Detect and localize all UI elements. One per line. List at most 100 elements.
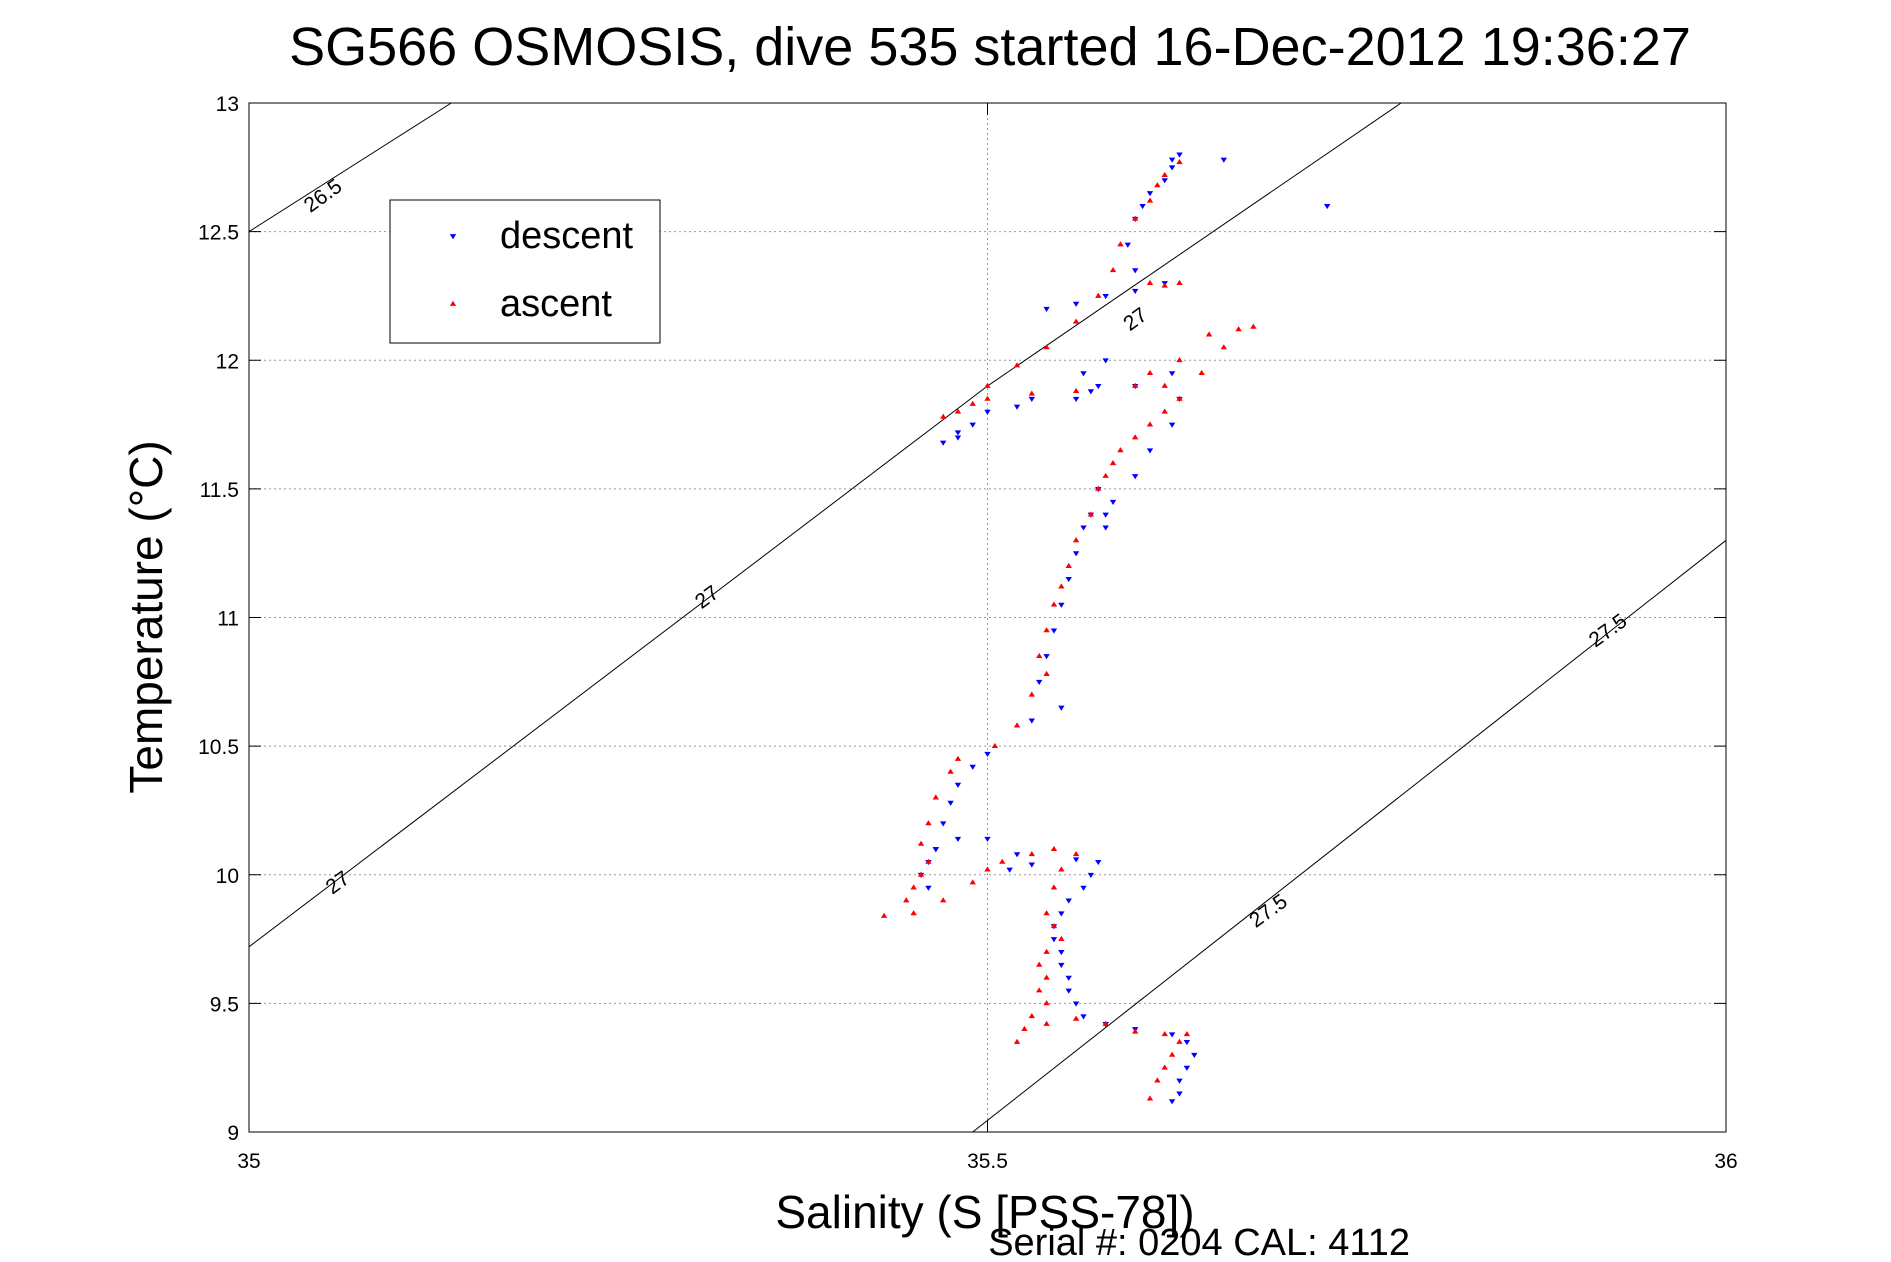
ascent-point — [1028, 390, 1036, 396]
ascent-point — [1132, 1028, 1139, 1034]
y-tick-label: 10.5 — [198, 736, 239, 759]
descent-point — [1058, 705, 1065, 711]
ascent-point — [999, 858, 1006, 864]
descent-point — [1035, 679, 1043, 686]
y-tick-label: 13 — [216, 93, 239, 116]
ascent-point — [1072, 850, 1080, 857]
legend-box — [389, 199, 661, 344]
ascent-point — [1132, 382, 1139, 388]
descent-point — [1072, 857, 1080, 863]
descent-point — [1168, 157, 1176, 163]
y-tick-label: 9.5 — [210, 993, 239, 1016]
ascent-point — [1154, 1077, 1161, 1083]
descent-point — [1028, 718, 1036, 724]
ascent-point — [910, 910, 917, 916]
descent-point — [1072, 396, 1080, 403]
descent-point — [1043, 306, 1050, 312]
ascent-point — [1050, 884, 1058, 890]
ascent-point — [1058, 583, 1065, 589]
descent-point — [1324, 203, 1331, 210]
ascent-point — [1117, 241, 1124, 247]
ascent-point — [1176, 158, 1183, 165]
y-axis-label: Temperature (°C) — [120, 440, 172, 793]
descent-point — [1220, 157, 1228, 163]
descent-point — [1050, 937, 1058, 943]
ascent-point — [1176, 357, 1183, 363]
descent-point — [1176, 152, 1183, 158]
x-tick-label: 35.5 — [967, 1150, 1008, 1173]
ascent-point — [1072, 318, 1080, 324]
ascent-point — [1028, 1013, 1036, 1019]
descent-point — [1080, 525, 1087, 531]
ascent-point — [1043, 627, 1050, 633]
descent-point — [969, 764, 976, 770]
ascent-point — [984, 395, 991, 401]
descent-point — [1028, 396, 1036, 403]
descent-point — [1080, 1014, 1087, 1020]
ascent-point — [1161, 1064, 1168, 1070]
y-tick-label: 12 — [216, 350, 239, 373]
ascent-point — [1035, 987, 1043, 993]
descent-point — [1095, 859, 1102, 866]
ascent-point — [1028, 850, 1036, 857]
ascent-point — [1176, 395, 1183, 401]
ascent-point — [1072, 1015, 1080, 1021]
ascent-point — [969, 400, 976, 406]
descent-point — [925, 885, 932, 891]
ascent-point — [1161, 171, 1168, 177]
ascent-point — [1154, 182, 1161, 188]
descent-point — [1176, 1091, 1183, 1097]
descent-point — [1013, 852, 1021, 858]
ascent-legend-marker — [449, 300, 457, 306]
ascent-point — [1043, 1000, 1050, 1006]
descent-point — [1102, 294, 1109, 300]
descent-point — [1087, 872, 1095, 878]
descent-point — [1102, 512, 1109, 518]
descent-point — [1065, 576, 1072, 583]
ascent-point — [1132, 434, 1139, 440]
descent-point — [1132, 268, 1139, 274]
ascent-point — [1043, 910, 1050, 916]
axis-ticks: 35 35.5 36 9 9.5 10 10.5 11 11.5 12 12.5 13 — [198, 93, 1738, 1173]
descent-point — [1161, 178, 1168, 184]
ascent-point — [1168, 1051, 1176, 1057]
ascent-point — [1146, 279, 1154, 285]
ascent-point — [1102, 472, 1109, 478]
descent-point — [1028, 862, 1036, 868]
ascent-point — [1035, 652, 1043, 659]
serial-cal-label: Serial #: 0204 CAL: 4112 — [988, 1222, 1410, 1262]
descent-point — [1132, 288, 1139, 294]
descent-point — [1065, 975, 1072, 981]
ascent-point — [969, 879, 976, 885]
ascent-point — [939, 413, 947, 419]
ascent-point — [1205, 331, 1213, 337]
descent-point — [1146, 191, 1154, 197]
descent-legend-marker — [449, 234, 457, 240]
descent-point — [939, 440, 947, 446]
ascent-point — [925, 820, 932, 826]
descent-point — [1168, 371, 1176, 377]
descent-point — [954, 836, 962, 842]
ascent-point — [1013, 1038, 1021, 1044]
ascent-point — [991, 742, 999, 749]
ascent-point — [954, 755, 962, 761]
ascent-point — [1161, 1031, 1168, 1037]
density-contour-line — [972, 539, 1727, 1133]
descent-point — [1132, 474, 1139, 480]
descent-point — [1176, 1078, 1183, 1084]
ascent-point — [1028, 691, 1036, 697]
descent-point — [1058, 950, 1065, 956]
descent-point — [1146, 448, 1154, 454]
chart-title: SG566 OSMOSIS, dive 535 started 16-Dec-2… — [289, 17, 1691, 77]
grid-lines — [249, 103, 1726, 1132]
chart-legend: descent ascent — [389, 199, 661, 344]
ascent-point — [984, 382, 991, 388]
descent-point — [1168, 1099, 1176, 1105]
ascent-point — [1109, 267, 1117, 273]
ascent-point — [954, 408, 962, 414]
ascent-point — [1250, 323, 1257, 329]
descent-point — [1102, 525, 1109, 531]
descent-point — [954, 430, 962, 436]
descent-point — [1168, 1032, 1176, 1038]
descent-point — [1072, 551, 1080, 557]
